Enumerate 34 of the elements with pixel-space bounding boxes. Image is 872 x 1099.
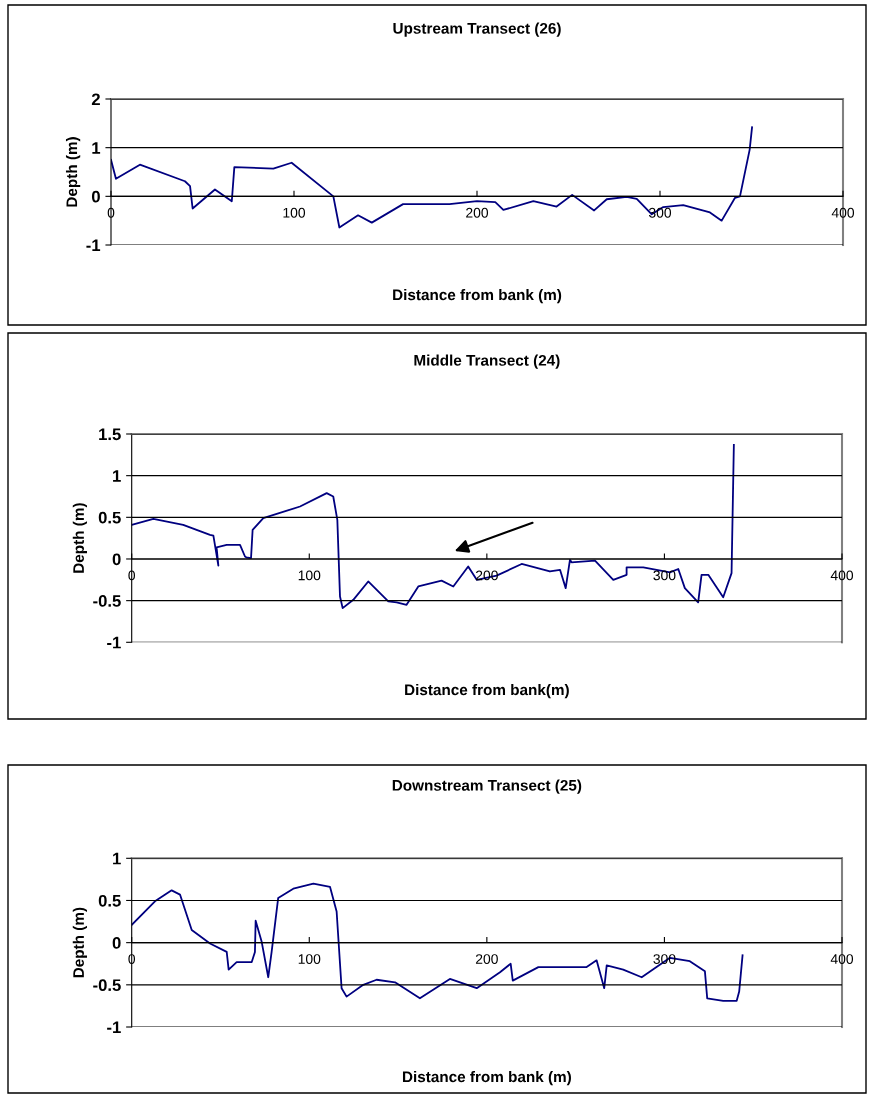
y-tick-label: 0 bbox=[112, 937, 121, 949]
chart-title: Middle Transect (24) bbox=[414, 354, 560, 369]
y-tick-label: 0 bbox=[112, 553, 121, 566]
y-tick-label: 1 bbox=[92, 142, 101, 154]
x-tick-label: 100 bbox=[298, 570, 321, 581]
y-tick-label: 1.5 bbox=[99, 428, 121, 441]
x-tick-label: 400 bbox=[830, 570, 854, 581]
y-tick-label: -1 bbox=[107, 636, 121, 649]
y-tick-label: 0.5 bbox=[98, 511, 121, 524]
y-tick-label: -0.5 bbox=[93, 979, 121, 992]
x-axis-title: Distance from bank(m) bbox=[405, 684, 569, 699]
x-tick-label: 200 bbox=[475, 954, 498, 964]
x-tick-label: 100 bbox=[298, 954, 321, 964]
y-tick-label: 0 bbox=[91, 190, 100, 203]
chart-title: Upstream Transect (26) bbox=[393, 22, 561, 37]
x-axis-title: Distance from bank (m) bbox=[402, 1071, 571, 1086]
x-tick-label: 300 bbox=[648, 207, 672, 218]
y-tick-label: 1 bbox=[113, 470, 121, 482]
x-tick-label: 400 bbox=[830, 954, 854, 964]
x-axis-title: Distance from bank (m) bbox=[393, 289, 562, 304]
x-tick-label: 100 bbox=[283, 207, 306, 218]
y-tick-label: -1 bbox=[86, 239, 101, 252]
y-tick-label: 2 bbox=[91, 93, 100, 106]
chart-title: Downstream Transect (25) bbox=[392, 779, 582, 794]
y-axis-title: Depth (m) bbox=[72, 907, 88, 978]
x-tick-label: 200 bbox=[466, 207, 489, 218]
y-tick-label: 1 bbox=[113, 852, 121, 865]
x-tick-label: 300 bbox=[653, 570, 676, 581]
y-tick-label: 0.5 bbox=[98, 894, 121, 907]
y-axis-title: Depth (m) bbox=[72, 503, 88, 573]
x-tick-label: 400 bbox=[831, 207, 855, 218]
y-tick-label: -1 bbox=[107, 1021, 121, 1034]
y-tick-label: -0.5 bbox=[93, 595, 121, 607]
y-axis-title: Depth (m) bbox=[65, 137, 81, 207]
